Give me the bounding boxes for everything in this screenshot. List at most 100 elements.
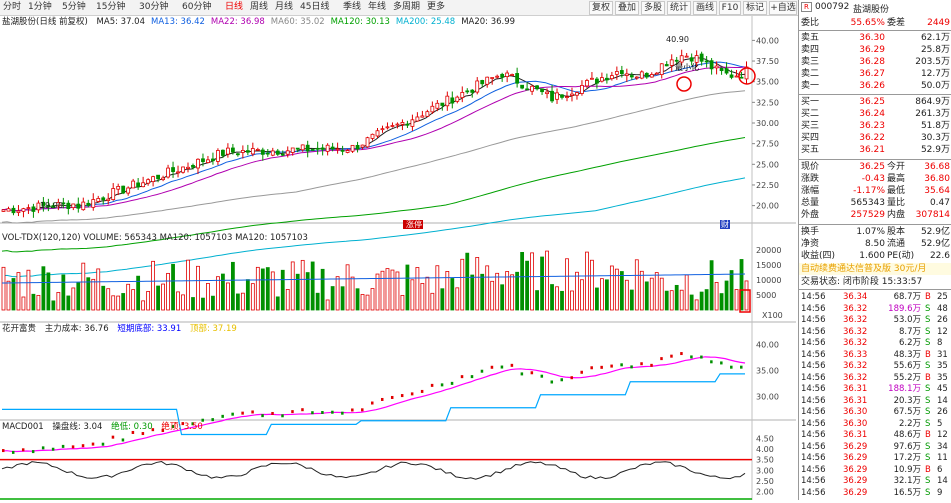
candle-body [56,202,61,207]
bids-row: 买三 36.23 51.8万 [801,121,950,131]
volume-bar [485,265,490,311]
candle-body [565,96,569,99]
volume-bar [235,293,240,311]
period-tab-4[interactable]: 30分钟 [139,2,169,12]
macd-name: MACD001 [2,422,44,432]
volume-bar [156,285,160,311]
indicator-candle [61,444,65,448]
volume-bar [295,273,300,311]
indicator-candle [630,365,633,369]
volume-bar [370,288,375,311]
period-tab-13[interactable]: 更多 [427,2,446,12]
volume-bar [609,265,614,311]
indicator-candle [550,380,554,384]
candle-body [211,158,215,162]
candle-body [340,149,345,152]
support-step-line [2,373,746,436]
period-tab-8[interactable]: 月线 [275,2,294,12]
tick-row: 14:56 36.34 68.7万 B 25 [801,292,948,302]
volume-bar [395,271,400,311]
candle-body [325,144,330,152]
volume-bar [91,278,96,311]
indicator-candle [540,374,544,378]
stock-header: R 000792 盐湖股份 [799,2,951,15]
period-tab-6[interactable]: 日线 [225,2,244,12]
toolbar-button-5[interactable]: F10 [719,1,741,15]
indicator-candle [351,408,354,412]
period-tab-11[interactable]: 年线 [368,2,387,12]
indicator-candle [51,447,55,451]
volume-bar [330,286,335,311]
candle-body [595,78,599,84]
volume-bar [580,279,584,311]
period-tab-10[interactable]: 季线 [343,2,362,12]
indicator-candle [410,392,414,396]
indicator-candle [361,408,364,412]
volume-bar [66,295,71,311]
candle-body [679,55,684,63]
indicator-candle [221,414,224,418]
price-tick-label: 25.00 [756,160,779,169]
candle-body [560,94,564,98]
candle-body [81,201,86,211]
toolbar-button-6[interactable]: 标记 [743,1,767,15]
stats-row: 外盘 257529 内盘 307814 [801,210,950,220]
candle-body [16,210,21,213]
indicator-candle [500,365,504,369]
volume-bar [570,290,574,311]
mode-badge-icon[interactable]: R [801,2,812,12]
period-tab-2[interactable]: 5分钟 [62,2,86,12]
ma-legend-item: MA120: 30.13 [330,17,390,27]
period-tab-7[interactable]: 周线 [250,2,269,12]
candle-body [21,208,26,212]
ma-line [1,66,746,212]
candle-body [116,186,121,190]
kline-chart[interactable]: 40.00 37.50 35.00 32.50 30.00 27.50 25.00 22.50… [0,16,796,500]
candle-body [201,158,205,163]
ma-legend-item: MA13: 36.42 [151,17,205,27]
tick-row: 14:56 36.29 97.6万 S 34 [801,441,948,452]
volume-bar [310,261,315,311]
chart-area[interactable]: 40.00 37.50 35.00 32.50 30.00 27.50 25.00 22.50… [0,16,796,500]
period-tab-12[interactable]: 多周期 [393,2,421,12]
indicator-candle [181,422,185,426]
tick-row: 14:56 36.31 48.6万 B 12 [801,430,948,440]
candle-body [649,74,654,78]
volume-bar [530,252,534,311]
volume-bar [106,288,111,311]
candle-body [161,177,165,181]
candle-body [744,66,749,80]
quote-panel: R 000792 盐湖股份 委比 55.65% 委差 2449 卖五 36.30… [798,0,951,500]
candle-body [629,75,634,78]
candle-body [36,202,41,211]
tick-row: 14:56 36.32 6.2万 S 8 [801,338,943,348]
candle-body [265,152,270,155]
tick-row: 14:56 36.31 20.3万 S 14 [801,395,948,406]
toolbar-button-0[interactable]: 复权 [589,1,613,15]
tick-row: 14:56 36.29 16.5万 S 9 [801,487,943,498]
volume-bar [146,291,151,311]
period-tab-3[interactable]: 15分钟 [96,2,126,12]
candle-body [639,71,644,79]
volume-bar [405,264,410,311]
toolbar-button-2[interactable]: 多股 [641,1,665,15]
volume-bar [714,282,719,311]
volume-bar [565,258,569,311]
toolbar-button-1[interactable]: 叠加 [615,1,639,15]
candle-body [235,153,240,156]
volume-bar [290,261,295,311]
period-tab-9[interactable]: 45日线 [300,2,330,12]
indicator-candle [371,401,374,405]
period-tab-0[interactable]: 分时 [3,2,22,12]
promo-banner[interactable]: 自动续费通达信普及版 30元/月 [799,263,951,275]
candle-body [694,55,699,63]
toolbar-button-7[interactable]: +自选 [769,1,797,15]
toolbar-button-3[interactable]: 统计 [667,1,691,15]
candle-body [465,90,470,93]
period-tab-5[interactable]: 60分钟 [182,2,212,12]
period-tab-1[interactable]: 1分钟 [28,2,52,12]
volume-bar [240,292,245,311]
candle-body [440,102,445,106]
toolbar-button-4[interactable]: 画线 [693,1,717,15]
volume-bar [230,261,235,311]
